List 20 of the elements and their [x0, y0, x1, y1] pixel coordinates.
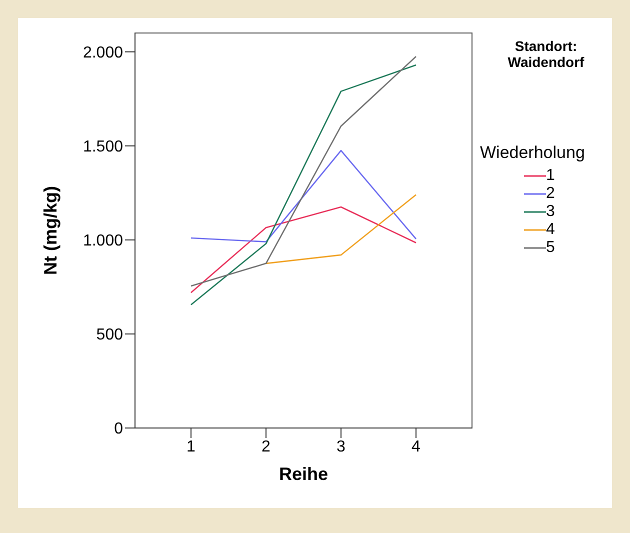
x-tick-label: 2	[262, 438, 271, 456]
legend-label: 1	[546, 167, 555, 185]
y-tick-label: 0	[114, 420, 124, 438]
y-tick-label: 2.000	[82, 44, 124, 62]
legend-label: 2	[546, 185, 555, 203]
y-tick-label: 500	[96, 326, 124, 344]
x-tick-label: 4	[412, 438, 421, 456]
x-tick-label: 3	[336, 438, 346, 456]
legend-title: Wiederholung	[480, 143, 586, 163]
line-series	[190, 206, 417, 294]
x-axis-title: Reihe	[278, 464, 328, 484]
text: Standort: Waidendorf	[506, 38, 586, 70]
legend-label: 5	[546, 239, 555, 257]
x-tick-label: 1	[186, 438, 196, 456]
y-tick-label: 1.500	[82, 138, 124, 156]
legend-label: 4	[546, 221, 555, 239]
y-tick-label: 1.000	[82, 232, 124, 250]
line-series	[190, 150, 417, 242]
y-axis-title: Nt (mg/kg)	[40, 186, 60, 275]
legend-label: 3	[546, 203, 555, 221]
